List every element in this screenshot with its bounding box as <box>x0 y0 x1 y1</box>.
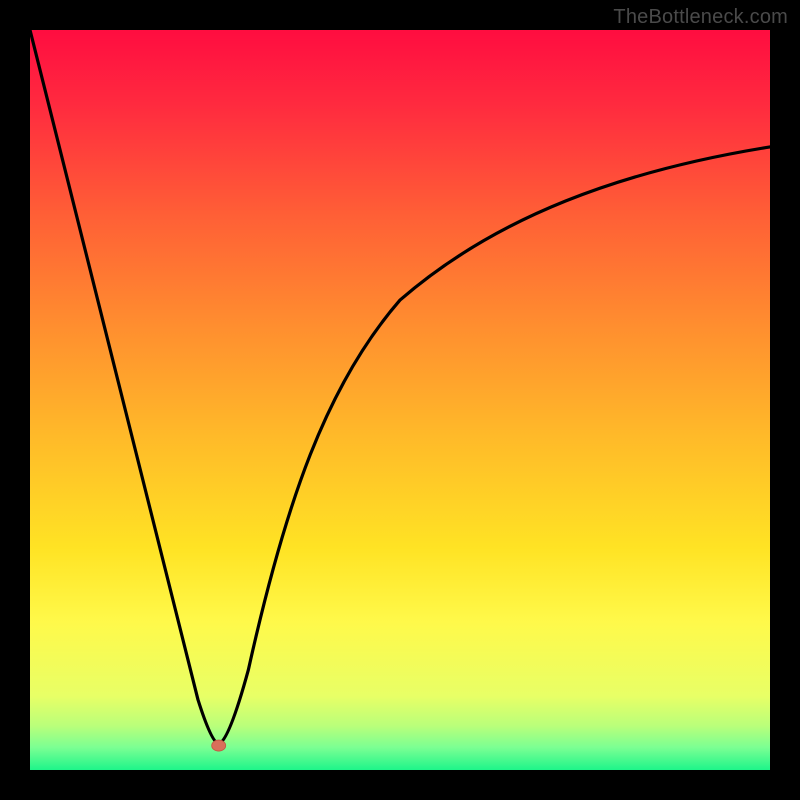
chart-svg <box>0 0 800 800</box>
watermark-text: TheBottleneck.com <box>613 6 788 29</box>
chart-container: TheBottleneck.com <box>0 0 800 800</box>
plot-background <box>30 30 770 770</box>
minimum-marker <box>212 740 226 751</box>
